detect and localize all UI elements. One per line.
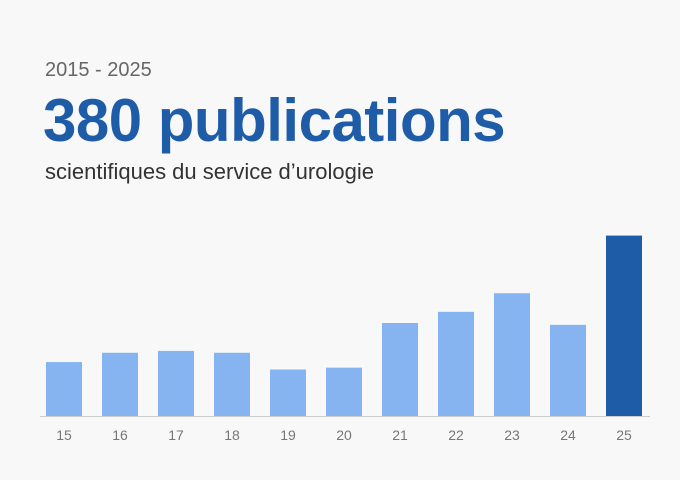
- bar-23: [494, 293, 530, 416]
- x-tick-label: 19: [280, 427, 296, 443]
- x-axis-ticks: 15 16 17 18 19 20 21 22 23 24 25: [56, 427, 632, 443]
- bar-15: [46, 362, 82, 416]
- bars-group: [46, 235, 642, 416]
- x-tick-label: 25: [616, 427, 632, 443]
- x-tick-label: 17: [168, 427, 184, 443]
- x-tick-label: 18: [224, 427, 240, 443]
- x-tick-label: 20: [336, 427, 352, 443]
- x-tick-label: 24: [560, 427, 576, 443]
- subtitle: scientifiques du service d’urologie: [45, 159, 374, 184]
- x-tick-label: 23: [504, 427, 520, 443]
- bar-25: [606, 235, 642, 416]
- bar-17: [158, 350, 194, 416]
- x-tick-label: 15: [56, 427, 72, 443]
- bar-24: [550, 324, 586, 416]
- bar-16: [102, 352, 138, 416]
- headline-title: 380 publications: [43, 87, 506, 154]
- bar-19: [270, 369, 306, 416]
- bar-21: [382, 323, 418, 416]
- x-tick-label: 21: [392, 427, 408, 443]
- period-label: 2015 - 2025: [45, 59, 152, 81]
- x-tick-label: 16: [112, 427, 128, 443]
- x-tick-label: 22: [448, 427, 464, 443]
- bar-20: [326, 367, 362, 416]
- bar-18: [214, 352, 250, 416]
- bar-22: [438, 311, 474, 416]
